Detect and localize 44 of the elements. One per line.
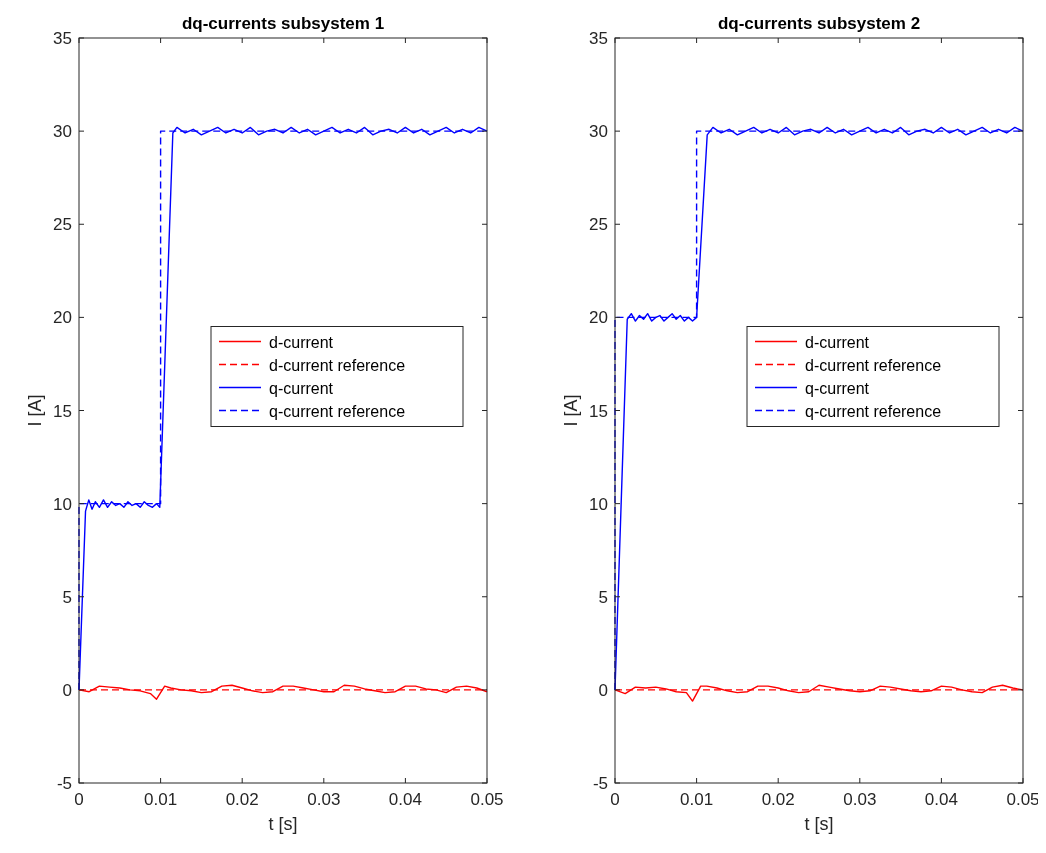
legend-label: d-current bbox=[269, 333, 334, 351]
x-tick-label: 0 bbox=[610, 790, 620, 809]
x-tick-label: 0.04 bbox=[388, 790, 422, 809]
legend-label: d-current reference bbox=[805, 356, 942, 374]
legend-label: q-current reference bbox=[805, 402, 942, 420]
y-tick-label: 10 bbox=[589, 494, 608, 514]
y-tick-label: -5 bbox=[56, 774, 72, 793]
x-axis-title: t [s] bbox=[268, 814, 298, 834]
chart-title: dq-currents subsystem 2 bbox=[717, 14, 921, 33]
y-tick-label: 15 bbox=[53, 401, 72, 421]
x-tick-label: 0.03 bbox=[307, 790, 341, 809]
x-tick-label: 0.01 bbox=[680, 790, 714, 809]
y-axis-title: I [A] bbox=[561, 394, 581, 427]
x-tick-label: 0.05 bbox=[1006, 790, 1040, 809]
legend-label: d-current reference bbox=[269, 356, 406, 374]
x-axis-title: t [s] bbox=[804, 814, 834, 834]
y-tick-label: 25 bbox=[589, 215, 608, 235]
legend-label: q-current bbox=[805, 379, 870, 397]
legend-label: q-current reference bbox=[269, 402, 406, 420]
y-tick-label: 10 bbox=[53, 494, 72, 514]
y-tick-label: 20 bbox=[53, 308, 72, 328]
y-tick-label: 25 bbox=[53, 215, 72, 235]
y-axis-title: I [A] bbox=[25, 394, 45, 427]
y-tick-label: 0 bbox=[62, 680, 72, 700]
x-tick-label: 0.05 bbox=[470, 790, 504, 809]
x-tick-label: 0.04 bbox=[924, 790, 958, 809]
y-tick-label: 35 bbox=[53, 29, 72, 48]
x-tick-label: 0.02 bbox=[225, 790, 259, 809]
y-tick-label: 15 bbox=[589, 401, 608, 421]
y-tick-label: 5 bbox=[598, 587, 608, 607]
y-tick-label: 0 bbox=[598, 680, 608, 700]
x-tick-label: 0.02 bbox=[761, 790, 795, 809]
chart-title: dq-currents subsystem 1 bbox=[181, 14, 385, 33]
x-tick-label: 0 bbox=[74, 790, 84, 809]
legend-label: q-current bbox=[269, 379, 334, 397]
x-tick-label: 0.03 bbox=[843, 790, 877, 809]
y-tick-label: 35 bbox=[589, 29, 608, 48]
legend-label: d-current bbox=[805, 333, 870, 351]
y-tick-label: 30 bbox=[589, 122, 608, 142]
y-tick-label: -5 bbox=[592, 774, 608, 793]
y-tick-label: 30 bbox=[53, 122, 72, 142]
y-tick-label: 20 bbox=[589, 308, 608, 328]
y-tick-label: 5 bbox=[62, 587, 72, 607]
x-tick-label: 0.01 bbox=[144, 790, 178, 809]
